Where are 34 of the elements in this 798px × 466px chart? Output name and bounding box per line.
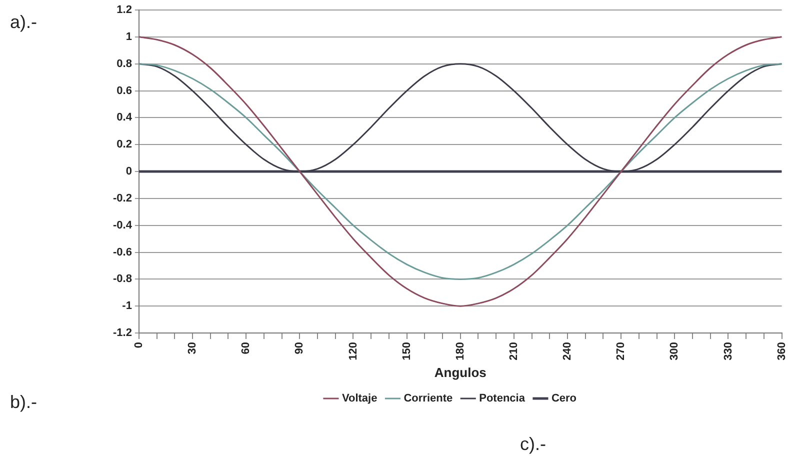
x-tick-label: 60 xyxy=(240,342,252,354)
x-tick-label: 30 xyxy=(186,342,199,354)
y-tick-label: -1 xyxy=(122,300,132,312)
y-tick-label: 0 xyxy=(126,166,132,178)
y-tick-label: 0.6 xyxy=(116,84,132,97)
y-tick-label: 0.2 xyxy=(116,138,132,151)
y-tick-label: -0.4 xyxy=(112,219,133,232)
text: a).- xyxy=(10,12,37,33)
text: c).- xyxy=(520,434,546,455)
x-tick-label: 210 xyxy=(508,342,520,360)
y-tick-label: 0.4 xyxy=(116,112,133,124)
legend-label: Corriente xyxy=(404,392,453,405)
y-tick-label: -0.6 xyxy=(112,246,132,258)
text: b).- xyxy=(10,392,37,413)
x-tick-label: 270 xyxy=(615,342,628,360)
y-tick-label: 1 xyxy=(126,30,132,43)
x-tick-label: 360 xyxy=(776,342,788,360)
legend-label: Voltaje xyxy=(342,392,378,405)
x-tick-label: 180 xyxy=(454,342,466,360)
y-tick-label: -0.2 xyxy=(112,192,132,204)
x-tick-label: 300 xyxy=(668,342,681,360)
x-tick-label: 150 xyxy=(400,342,413,360)
y-tick-label: -1.2 xyxy=(112,327,132,340)
x-tick-label: 120 xyxy=(347,342,360,360)
y-tick-label: -0.8 xyxy=(112,273,132,286)
x-tick-label: 90 xyxy=(294,342,306,354)
x-tick-label: 330 xyxy=(722,342,734,360)
y-tick-label: 0.8 xyxy=(116,58,132,70)
x-tick-label: 240 xyxy=(562,342,574,360)
x-axis-title: Angulos xyxy=(434,364,486,380)
legend-label: Cero xyxy=(551,392,577,405)
x-tick-label: 0 xyxy=(132,342,145,348)
legend-label: Potencia xyxy=(479,392,526,405)
y-tick-label: 1.2 xyxy=(116,4,132,16)
